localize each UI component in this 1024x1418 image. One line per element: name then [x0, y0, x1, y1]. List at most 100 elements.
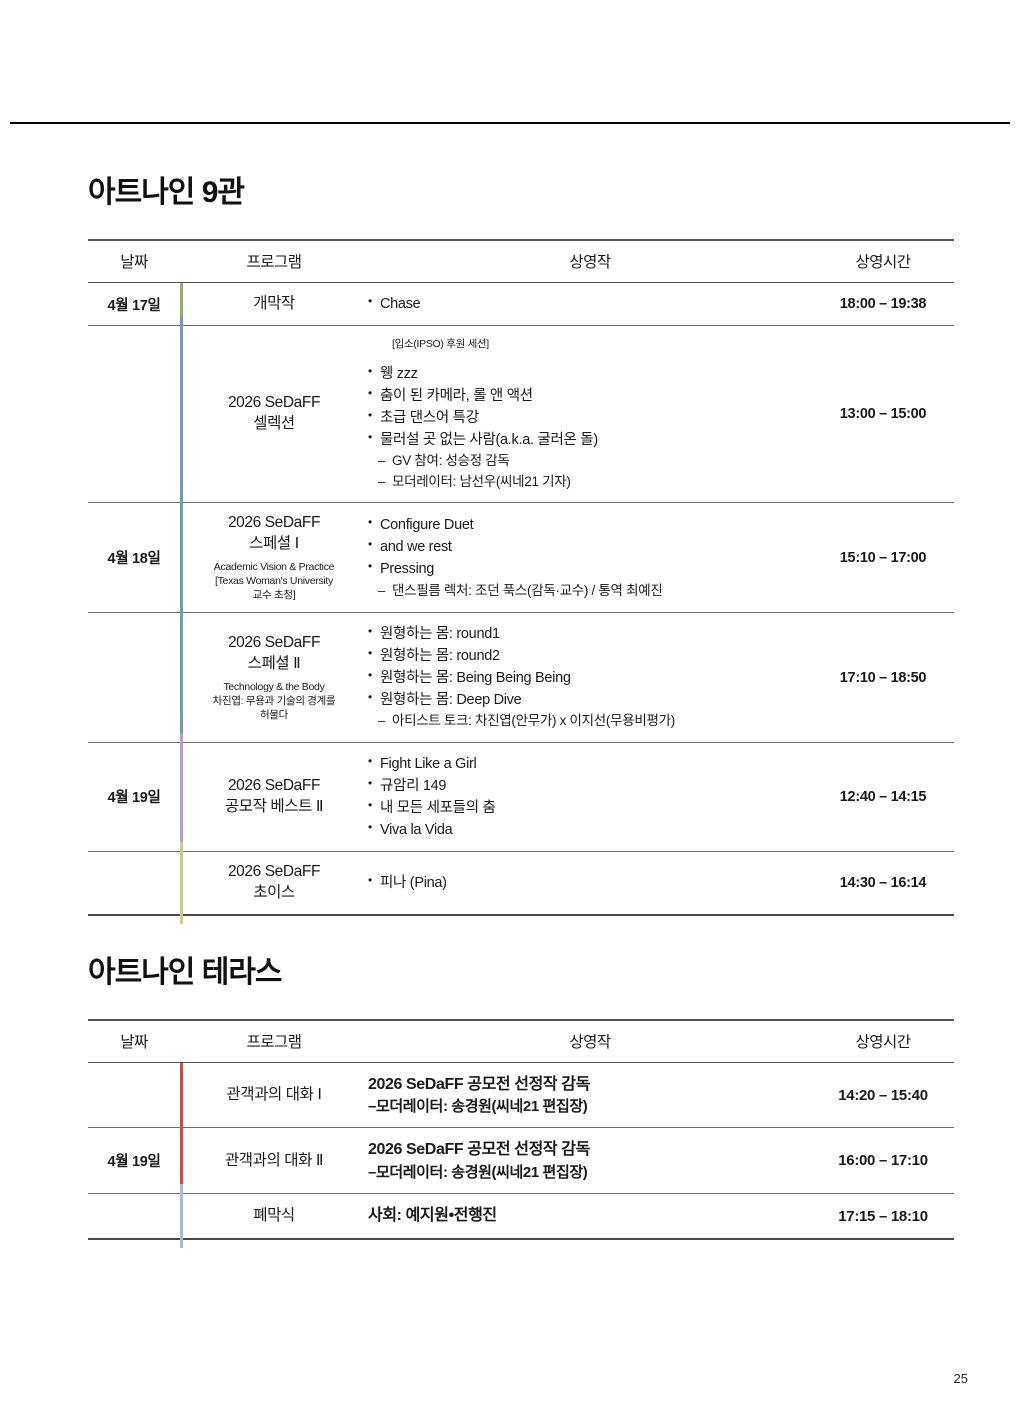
film-note-item: 아티스트 토크: 차진엽(안무가) x 이지선(무용비평가) — [368, 711, 812, 732]
cell-date — [88, 1193, 180, 1240]
program-accent-rail — [180, 283, 183, 336]
cell-films: 2026 SeDaFF 공모전 선정작 감독 –모더레이터: 송경원(씨네21 편… — [368, 1127, 812, 1195]
program-subtitle: Academic Vision & Practice [Texas Woman's… — [213, 560, 335, 602]
program-accent-rail — [180, 1184, 183, 1248]
film-item: 웽 zzz — [368, 362, 812, 385]
cell-date: 4월 19일 — [88, 1127, 180, 1195]
table-header-row: 날짜 프로그램 상영작 상영시간 — [88, 1018, 954, 1063]
film-sub-text: –모더레이터: 송경원(씨네21 편집장) — [368, 1163, 588, 1181]
program-title: 관객과의 대화 Ⅰ — [226, 1085, 322, 1103]
cell-films: 2026 SeDaFF 공모전 선정작 감독 –모더레이터: 송경원(씨네21 편… — [368, 1062, 812, 1129]
table-row: 4월 18일 2026 SeDaFF 스페셜 Ⅰ Academic Vision & … — [88, 493, 954, 623]
program-accent-rail — [180, 493, 183, 623]
cell-films: 사회: 예지원•전행진 — [368, 1193, 812, 1240]
film-item: 물러설 곳 없는 사람(a.k.a. 굴러온 돌) — [368, 428, 812, 451]
cell-films: Chase — [368, 282, 812, 327]
cell-program: 2026 SeDaFF 스페셜 Ⅱ Technology & the Body 차진엽… — [180, 603, 368, 752]
film-note-item: GV 참여: 성승정 감독 — [368, 451, 812, 472]
program-accent-rail — [180, 316, 183, 513]
cell-program: 관객과의 대화 Ⅰ — [180, 1062, 368, 1138]
cell-time: 16:00 – 17:10 — [812, 1127, 954, 1195]
cell-films: Configure Duetand we restPressing댄스필름 렉처… — [368, 502, 812, 614]
cell-time: 15:10 – 17:00 — [812, 502, 954, 614]
cell-date — [88, 851, 180, 916]
column-header-time: 상영시간 — [812, 239, 954, 283]
cell-films: Fight Like a Girl규암리 149내 모든 세포들의 춤Viva … — [368, 742, 812, 853]
program-title: 개막작 — [253, 294, 295, 312]
film-item: 규암리 149 — [368, 774, 812, 797]
film-sub-text: –모더레이터: 송경원(씨네21 편집장) — [368, 1097, 588, 1115]
cell-program: 2026 SeDaFF 스페셜 Ⅰ Academic Vision & Practi… — [180, 493, 368, 623]
cell-program: 폐막식 — [180, 1184, 368, 1248]
film-main-text: 사회: 예지원•전행진 — [368, 1207, 497, 1225]
schedule-body-terrace: 관객과의 대화 Ⅰ 2026 SeDaFF 공모전 선정작 감독 –모더레이터: 송… — [88, 1062, 954, 1248]
film-item: 초급 댄스어 특강 — [368, 406, 812, 429]
program-title: 2026 SeDaFF 스페셜 Ⅰ — [227, 514, 321, 552]
program-subtitle: Technology & the Body 차진엽: 무용과 기술의 경계를 허물다 — [212, 680, 336, 721]
film-list: Chase — [368, 292, 812, 315]
cell-program: 관객과의 대화 Ⅱ — [180, 1118, 368, 1204]
cell-time: 12:40 – 14:15 — [812, 742, 954, 853]
column-header-film: 상영작 — [368, 1018, 812, 1063]
program-title: 관객과의 대화 Ⅱ — [224, 1151, 324, 1169]
cell-films: 피나 (Pina) — [368, 851, 812, 916]
program-title: 2026 SeDaFF 스페셜 Ⅱ — [227, 634, 321, 672]
film-item: Chase — [368, 292, 812, 315]
program-title: 2026 SeDaFF 공모작 베스트 Ⅱ — [224, 777, 324, 815]
column-header-program: 프로그램 — [180, 1018, 368, 1063]
table-row: 4월 19일 관객과의 대화 Ⅱ 2026 SeDaFF 공모전 선정작 감독 –모더… — [88, 1118, 954, 1204]
schedule-table-terrace: 날짜 프로그램 상영작 상영시간 관객과의 대화 Ⅰ 2026 SeDaFF 공모… — [88, 1018, 954, 1248]
program-title: 2026 SeDaFF 초이스 — [227, 863, 321, 901]
cell-program: 2026 SeDaFF 셀렉션 — [180, 316, 368, 513]
cell-time: 14:30 – 16:14 — [812, 851, 954, 916]
table-header-row: 날짜 프로그램 상영작 상영시간 — [88, 239, 954, 283]
cell-date: 4월 17일 — [88, 282, 180, 327]
section-title-terrace: 아트나인 테라스 — [88, 955, 283, 989]
film-list: Fight Like a Girl규암리 149내 모든 세포들의 춤Viva … — [368, 752, 812, 841]
cell-date — [88, 1062, 180, 1129]
column-header-time: 상영시간 — [812, 1018, 954, 1063]
program-accent-rail — [180, 603, 183, 752]
column-header-program: 프로그램 — [180, 239, 368, 283]
program-accent-rail — [180, 1062, 183, 1138]
session-note: [입소(IPSO) 후원 세션] — [392, 338, 489, 351]
table-row: 2026 SeDaFF 스페셜 Ⅱ Technology & the Body 차진엽… — [88, 603, 954, 752]
cell-program: 2026 SeDaFF 초이스 — [180, 842, 368, 924]
cell-date — [88, 325, 180, 504]
film-list: 원형하는 몸: round1원형하는 몸: round2원형하는 몸: Bein… — [368, 622, 812, 732]
cell-films: [입소(IPSO) 후원 세션] 웽 zzz춤이 된 카메라, 롤 앤 액션초급 … — [368, 325, 812, 504]
header-rule — [10, 122, 1010, 124]
column-header-film: 상영작 — [368, 239, 812, 283]
film-list: Configure Duetand we restPressing댄스필름 렉처… — [368, 513, 812, 601]
film-item: Pressing — [368, 557, 812, 580]
cell-time: 14:20 – 15:40 — [812, 1062, 954, 1129]
cell-program: 개막작 — [180, 282, 368, 336]
film-main-text: 2026 SeDaFF 공모전 선정작 감독 — [368, 1141, 590, 1159]
page-number: 25 — [953, 1371, 968, 1386]
film-main-text: 2026 SeDaFF 공모전 선정작 감독 — [368, 1075, 590, 1093]
program-accent-rail — [180, 842, 183, 924]
film-item: 원형하는 몸: Being Being Being — [368, 666, 812, 689]
cell-time: 18:00 – 19:38 — [812, 282, 954, 327]
cell-films: 원형하는 몸: round1원형하는 몸: round2원형하는 몸: Bein… — [368, 612, 812, 743]
film-note-item: 모더레이터: 남선우(씨네21 기자) — [368, 472, 812, 493]
film-item: Configure Duet — [368, 513, 812, 536]
cell-date: 4월 19일 — [88, 742, 180, 853]
film-item: and we rest — [368, 535, 812, 558]
page-content: 아트나인 9관 날짜 프로그램 상영작 상영시간 4월 17일개막작Chase1… — [88, 176, 954, 1248]
column-header-date: 날짜 — [88, 239, 180, 283]
film-item: 피나 (Pina) — [368, 871, 812, 894]
table-row: 관객과의 대화 Ⅰ 2026 SeDaFF 공모전 선정작 감독 –모더레이터: 송… — [88, 1062, 954, 1138]
film-item: Viva la Vida — [368, 818, 812, 841]
program-accent-rail — [180, 1118, 183, 1204]
cell-time: 17:15 – 18:10 — [812, 1193, 954, 1240]
cell-date: 4월 18일 — [88, 502, 180, 614]
film-item: 원형하는 몸: round2 — [368, 644, 812, 667]
